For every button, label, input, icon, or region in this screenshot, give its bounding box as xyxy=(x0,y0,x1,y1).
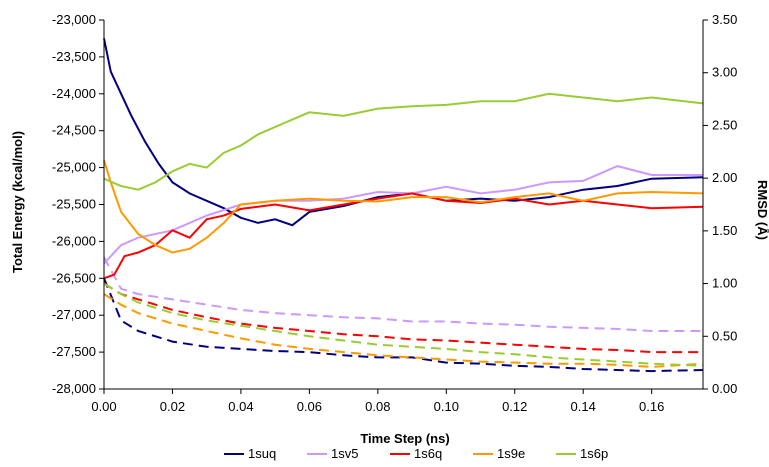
x-tick-label: 0.02 xyxy=(160,399,185,414)
x-tick-label: 0.04 xyxy=(228,399,253,414)
series-rmsd-line-1sv5 xyxy=(103,256,703,332)
legend-label-1suq: 1suq xyxy=(248,446,276,461)
legend-label-1sv5: 1sv5 xyxy=(331,446,358,461)
series-energy-line-1s9e xyxy=(103,159,704,254)
y-axis-right-title: RMSD (Å) xyxy=(755,180,769,240)
x-tick-label: 0.12 xyxy=(502,399,527,414)
series-energy-line-1s6q xyxy=(103,192,704,280)
y-left-tick-label: -27,500 xyxy=(52,344,96,359)
legend-label-1s9e: 1s9e xyxy=(497,446,525,461)
x-tick-label: 0.10 xyxy=(434,399,459,414)
y-left-tick-label: -23,500 xyxy=(52,49,96,64)
legend-label-1s6p: 1s6p xyxy=(580,446,608,461)
series-rmsd-line-1suq xyxy=(103,277,704,373)
plot-lines xyxy=(103,38,704,373)
y-right-tick-label: 2.50 xyxy=(712,117,737,132)
y-right-tick-label: 1.00 xyxy=(712,276,737,291)
y-left-tick-label: -27,000 xyxy=(52,307,96,322)
y-left-tick-label: -23,000 xyxy=(52,12,96,27)
x-tick-label: 0.08 xyxy=(365,399,390,414)
x-tick-label: 0.16 xyxy=(639,399,664,414)
series-energy-line-1sv5 xyxy=(103,165,703,265)
series-rmsd-line-1s9e xyxy=(103,293,704,368)
y-left-tick-label: -28,000 xyxy=(52,381,96,396)
y-right-tick-label: 0.00 xyxy=(712,381,737,396)
ticks: -23,000 -23,500 -24,000 -24,500 -25,000 -25,5… xyxy=(52,12,737,414)
x-tick-label: 0.06 xyxy=(297,399,322,414)
y-left-tick-label: -26,500 xyxy=(52,270,96,285)
series-rmsd-line-1s6p xyxy=(103,282,704,367)
series-rmsd-line-1s6q xyxy=(103,282,703,354)
x-axis-title: Time Step (ns) xyxy=(360,431,449,446)
y-axis-left-title: Total Energy (kcal/mol) xyxy=(10,131,25,273)
x-tick-label: 0.14 xyxy=(571,399,596,414)
y-left-tick-label: -25,000 xyxy=(52,160,96,175)
series-energy-line-1suq xyxy=(103,38,704,227)
y-left-tick-label: -24,000 xyxy=(52,86,96,101)
y-right-tick-label: 3.50 xyxy=(712,12,737,27)
y-right-tick-label: 1.50 xyxy=(712,223,737,238)
legend-label-1s6q: 1s6q xyxy=(414,446,442,461)
y-right-tick-label: 3.00 xyxy=(712,65,737,80)
y-right-tick-label: 0.50 xyxy=(712,328,737,343)
y-right-tick-label: 2.00 xyxy=(712,170,737,185)
y-left-tick-label: -25,500 xyxy=(52,197,96,212)
y-left-tick-label: -26,000 xyxy=(52,233,96,248)
legend: 1suq 1sv5 1s6q 1s9e 1s6p xyxy=(224,446,608,461)
series-energy-line-1s6p xyxy=(103,92,704,191)
x-tick-label: 0.00 xyxy=(91,399,116,414)
y-left-tick-label: -24,500 xyxy=(52,123,96,138)
